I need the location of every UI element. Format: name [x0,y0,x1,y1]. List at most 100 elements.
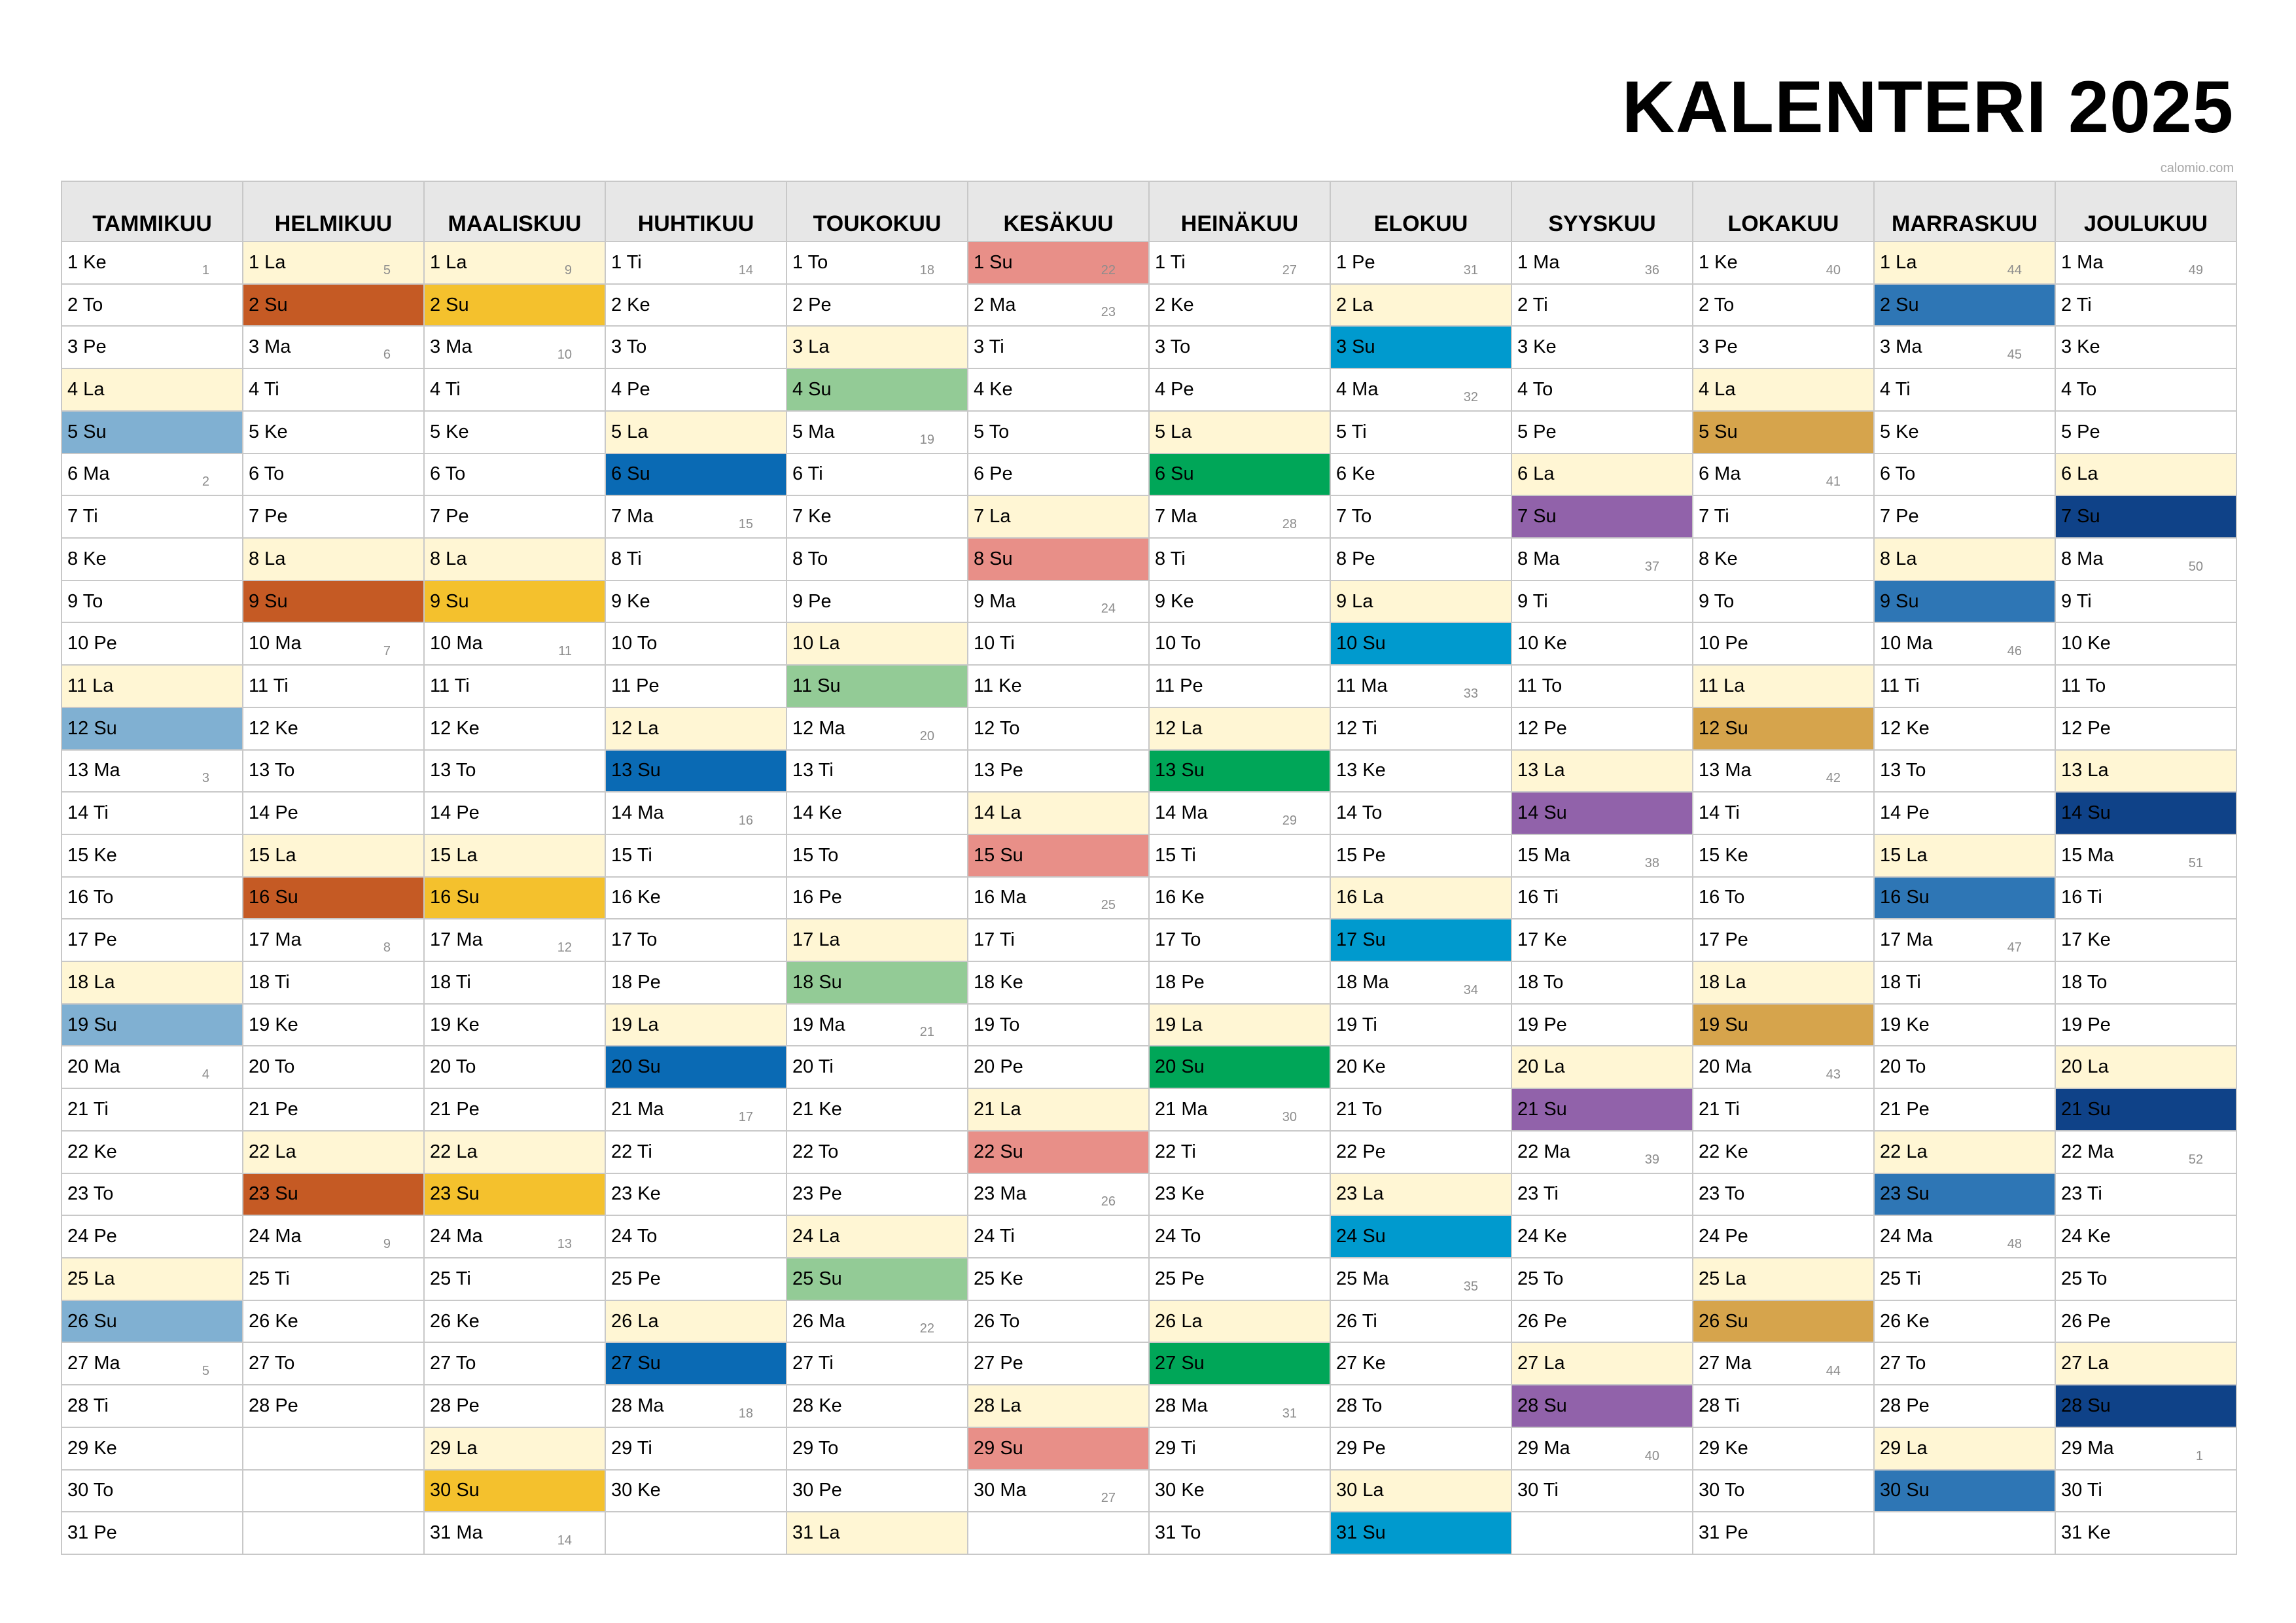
day-cell: 12 Ti [1331,708,1511,751]
day-label: 29 La [1880,1437,1928,1459]
day-label: 2 Ma [974,294,1016,315]
day-cell: 23 Ma 26 [968,1174,1148,1217]
day-label: 30 Su [430,1480,480,1501]
day-cell: 11 La [1693,666,1873,708]
day-label: 29 Ti [611,1437,652,1459]
day-cell: 1 Ma 36 [1512,242,1692,285]
day-label: 24 To [1155,1226,1201,1247]
day-label: 12 Ti [1336,717,1377,739]
week-number: 3 [202,771,209,786]
week-number: 4 [202,1067,209,1082]
week-number: 30 [1282,1109,1297,1124]
day-label: 23 La [1336,1183,1384,1205]
week-number: 43 [1826,1067,1841,1082]
day-cell: 6 Ma 2 [62,454,242,497]
day-label: 19 To [974,1014,1020,1035]
day-cell: 18 Ti [1875,962,2055,1005]
day-cell: 1 La 44 [1875,242,2055,285]
day-label: 16 Ti [1517,887,1559,908]
day-cell: 9 Ti [1512,581,1692,624]
day-label: 13 To [249,760,295,781]
day-label: 3 Ma [249,336,291,358]
day-label: 2 Ti [1517,294,1548,315]
month-column: MARRASKUU 1 La 44 2 Su 3 Ma 45 4 Ti 5 Ke 6 To 7 P… [1875,182,2056,1555]
day-cell: 27 To [243,1343,423,1386]
week-number: 12 [557,940,572,955]
week-number: 1 [202,262,209,277]
month-header: MARRASKUU [1875,182,2055,242]
day-cell: 30 Su [1875,1470,2055,1513]
day-cell: 11 Ma 33 [1331,666,1511,708]
day-label: 22 Ti [611,1141,652,1162]
day-cell: 16 To [62,878,242,920]
week-number: 9 [383,1237,391,1252]
day-cell: 1 Ti 14 [606,242,786,285]
day-cell: 20 Su [606,1046,786,1090]
day-label: 16 Su [1880,887,1930,908]
day-label: 13 La [2061,760,2109,781]
day-label: 18 Pe [611,971,661,993]
day-cell: 21 Su [2056,1089,2236,1132]
day-cell: 3 Ke [1512,327,1692,370]
day-cell: 4 Pe [606,369,786,412]
day-label: 10 Pe [1699,633,1748,654]
day-label: 22 Ma [2061,1141,2114,1162]
day-cell: 25 La [1693,1258,1873,1301]
week-number: 24 [1101,601,1116,616]
day-cell: 18 Pe [606,962,786,1005]
day-label: 3 To [1155,336,1191,358]
day-cell: 20 To [425,1046,605,1090]
day-cell: 7 Su [2056,496,2236,539]
month-header: TAMMIKUU [62,182,242,242]
day-label: 18 Ma [1336,971,1389,993]
day-label: 14 Su [1517,802,1567,824]
day-cell: 7 Pe [243,496,423,539]
day-label: 15 Ke [67,844,117,866]
day-label: 7 Pe [1880,506,1919,527]
day-label: 3 La [792,336,830,358]
day-label: 20 Ke [1336,1056,1386,1078]
month-header: MAALISKUU [425,182,605,242]
day-cell: 29 La [425,1427,605,1471]
day-cell: 24 Pe [62,1216,242,1259]
day-label: 3 To [611,336,647,358]
day-label: 10 La [792,633,840,654]
day-label: 25 Ti [430,1268,471,1289]
day-label: 4 Ti [430,378,461,400]
day-cell: 15 Ti [1150,835,1330,878]
day-label: 27 Pe [974,1353,1023,1374]
day-cell: 27 Ti [787,1343,967,1386]
day-cell: 1 Ma 49 [2056,242,2236,285]
day-cell: 25 Pe [1150,1258,1330,1301]
day-cell: 25 La [62,1258,242,1301]
month-column: HEINÄKUU 1 Ti 27 2 Ke 3 To 4 Pe 5 La 6 Su 7 Ma 28… [1150,182,1331,1555]
day-cell: 8 Ke [1693,539,1873,581]
day-cell: 3 Ma 6 [243,327,423,370]
week-number: 37 [1644,559,1659,574]
day-label: 20 To [1880,1056,1926,1078]
day-cell: 24 To [606,1216,786,1259]
day-cell: 16 Ti [2056,878,2236,920]
day-label: 10 Ma [249,633,302,654]
day-label: 14 Ma [1155,802,1208,824]
day-cell: 30 Ti [2056,1471,2236,1513]
day-cell: 8 La [425,538,605,581]
day-label: 7 Ti [1699,506,1729,527]
week-number: 1 [2195,1448,2203,1463]
day-label: 10 Ke [1517,633,1567,654]
day-cell: 6 Su [1150,454,1330,497]
day-cell: 14 Ti [62,793,242,835]
day-label: 18 Ti [430,971,471,993]
day-label: 24 Ma [1880,1226,1933,1247]
day-cell: 9 Pe [787,581,967,624]
day-label: 9 Pe [792,590,832,612]
day-label: 28 To [1336,1395,1383,1416]
day-cell: 6 Pe [968,454,1148,497]
month-header: LOKAKUU [1693,182,1873,242]
day-label: 31 La [792,1522,840,1544]
day-cell: 11 To [2056,666,2236,708]
day-cell: 26 Ke [243,1301,423,1344]
day-label: 1 Ma [1517,251,1560,273]
day-cell: 3 La [787,327,967,370]
day-cell: 26 To [968,1301,1148,1344]
